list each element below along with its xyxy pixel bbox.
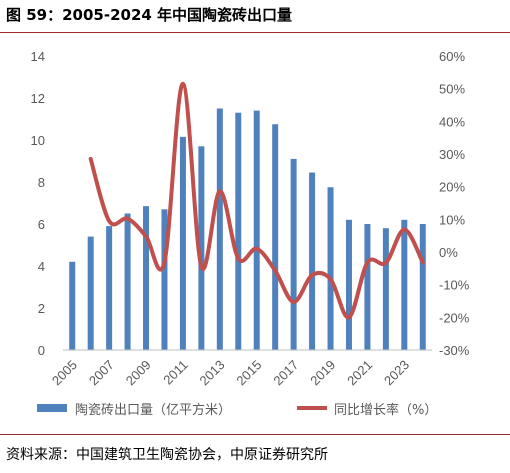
- bar-2011: [179, 136, 186, 350]
- bar-2010: [161, 209, 168, 350]
- x-tick-label: 2005: [49, 357, 80, 388]
- legend-line-label: 同比增长率（%）: [334, 402, 437, 418]
- x-tick-label: 2023: [381, 357, 412, 388]
- y-left-tick: 4: [38, 259, 45, 274]
- legend-bar-swatch: [37, 404, 67, 412]
- bar-2023: [401, 219, 408, 350]
- x-tick-label: 2017: [270, 357, 301, 388]
- y-left-tick: 14: [31, 49, 45, 64]
- bar-2024: [419, 224, 426, 350]
- growth-rate-line: [88, 81, 425, 320]
- bar-2012: [198, 146, 205, 350]
- x-tick-label: 2007: [86, 357, 117, 388]
- bar-2021: [364, 224, 371, 350]
- bar-2019: [327, 187, 334, 350]
- source-note: 资料来源：中国建筑卫生陶瓷协会，中原证券研究所: [6, 447, 328, 463]
- x-tick-label: 2011: [160, 357, 190, 387]
- bar-2020: [345, 219, 352, 350]
- y-left-tick: 2: [38, 301, 45, 316]
- x-tick-label: 2015: [233, 357, 264, 388]
- y-right-tick: -10%: [439, 278, 470, 293]
- title-rule: [0, 32, 510, 33]
- x-tick-label: 2009: [123, 357, 154, 388]
- x-tick-label: 2013: [197, 357, 228, 388]
- figure-title: 图 59：2005-2024 年中国陶瓷砖出口量: [6, 6, 293, 24]
- bar-2022: [382, 228, 389, 350]
- legend: 陶瓷砖出口量（亿平方米） 同比增长率（%）: [37, 402, 437, 418]
- y-right-tick: 50%: [439, 82, 465, 97]
- y-right-tick: 20%: [439, 180, 465, 195]
- y-right-tick: 10%: [439, 212, 465, 227]
- bar-2015: [253, 110, 260, 350]
- export-volume-chart: 0 2 4 6 8 10 12 14 -30% -20% -10% 0% 10% 20% 30% 40% 50%…: [31, 49, 470, 418]
- bar-2005: [69, 261, 76, 350]
- legend-bar-label: 陶瓷砖出口量（亿平方米）: [75, 402, 231, 418]
- y-right-tick: 40%: [439, 114, 465, 129]
- bar-2006: [87, 236, 94, 350]
- y-right-tick: -30%: [439, 343, 470, 358]
- plot-area: [69, 81, 426, 350]
- y-left-tick: 12: [31, 91, 45, 106]
- y-right-tick: 30%: [439, 147, 465, 162]
- bar-2008: [124, 213, 131, 350]
- bar-2013: [216, 108, 223, 350]
- y-left-tick: 6: [38, 217, 45, 232]
- bar-2017: [290, 158, 297, 350]
- y-right-tick: 60%: [439, 49, 465, 64]
- bar-2007: [106, 226, 113, 350]
- y-right-tick: -20%: [439, 310, 470, 325]
- bar-2016: [272, 124, 279, 350]
- bar-2009: [143, 206, 150, 350]
- bar-2014: [235, 112, 242, 350]
- y-left-tick: 8: [38, 175, 45, 190]
- y-left-tick: 0: [38, 343, 45, 358]
- x-tick-label: 2019: [307, 357, 338, 388]
- source-rule: [0, 434, 510, 435]
- y-left-tick: 10: [31, 133, 45, 148]
- bar-2018: [309, 172, 316, 350]
- x-tick-label: 2021: [344, 357, 375, 388]
- y-right-tick: 0%: [439, 245, 458, 260]
